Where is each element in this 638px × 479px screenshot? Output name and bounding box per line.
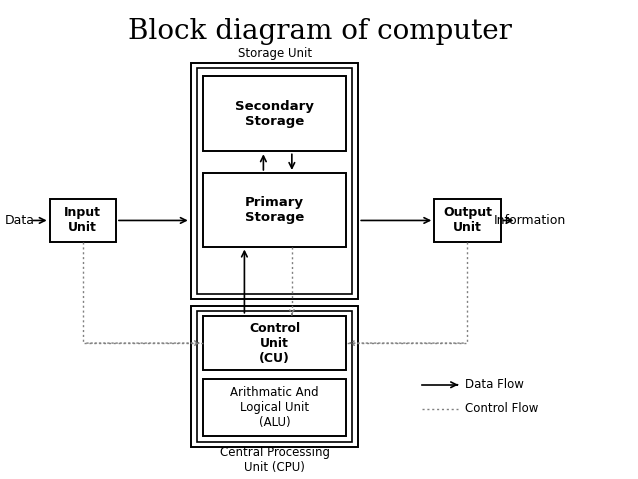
Text: Storage Unit: Storage Unit	[238, 47, 312, 60]
Bar	[204, 316, 346, 370]
Bar	[191, 63, 359, 299]
Text: Input
Unit: Input Unit	[64, 206, 101, 234]
Text: Output
Unit: Output Unit	[443, 206, 492, 234]
Bar	[50, 199, 116, 242]
Text: Control
Unit
(CU): Control Unit (CU)	[249, 321, 300, 365]
Text: Arithmatic And
Logical Unit
(ALU): Arithmatic And Logical Unit (ALU)	[230, 386, 319, 429]
Bar	[197, 311, 352, 442]
Text: Data Flow: Data Flow	[464, 378, 523, 391]
Bar	[204, 76, 346, 151]
Text: Data: Data	[5, 214, 35, 227]
Text: Secondary
Storage: Secondary Storage	[235, 100, 314, 128]
Bar	[191, 306, 359, 446]
Bar	[434, 199, 501, 242]
Text: Block diagram of computer: Block diagram of computer	[128, 18, 512, 45]
Bar	[204, 173, 346, 247]
Text: Central Processing
Unit (CPU): Central Processing Unit (CPU)	[219, 445, 330, 474]
Text: Information: Information	[494, 214, 567, 227]
Text: Control Flow: Control Flow	[464, 402, 538, 415]
Bar	[197, 68, 352, 294]
Bar	[204, 378, 346, 436]
Text: Primary
Storage: Primary Storage	[245, 196, 304, 224]
